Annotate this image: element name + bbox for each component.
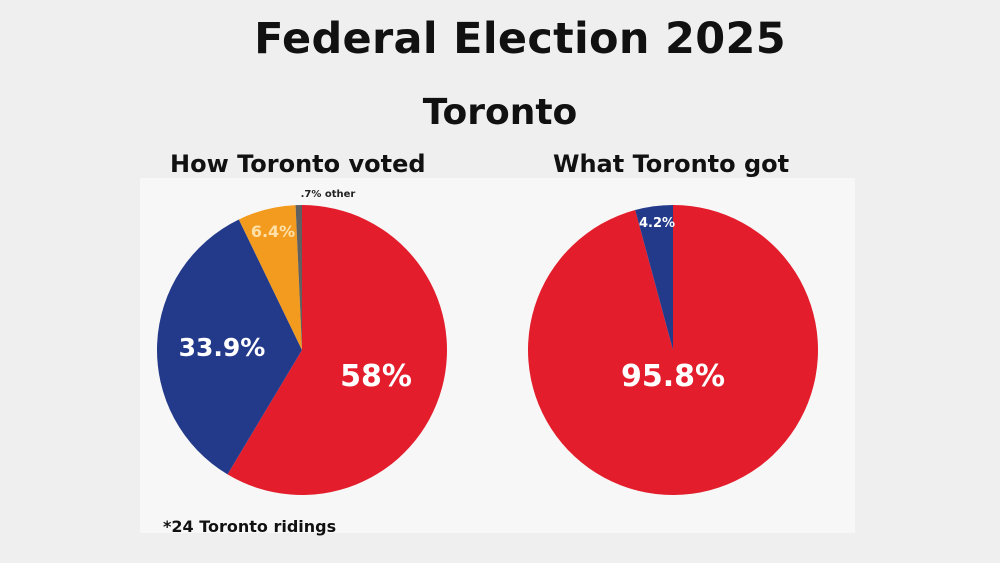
- chart-title-right: What Toronto got: [553, 150, 790, 178]
- pie-how-toronto-voted: 58% 33.9% 6.4% .7% other: [156, 189, 447, 495]
- pie-slice: [295, 204, 302, 350]
- page-subtitle: Toronto: [422, 92, 578, 133]
- pie-slice-label: 4.2%: [639, 216, 675, 231]
- page-title: Federal Election 2025: [254, 14, 786, 64]
- pie-slice: [528, 205, 819, 495]
- pie-slice: [238, 205, 302, 350]
- footnote: *24 Toronto ridings: [163, 517, 337, 536]
- pie-slice-label: 6.4%: [251, 222, 295, 241]
- pie-what-toronto-got: 95.8% 4.2%: [528, 205, 819, 495]
- chart-title-left: How Toronto voted: [170, 150, 426, 178]
- pie-slice-label: 58%: [340, 359, 412, 394]
- pie-slice: [635, 205, 673, 350]
- pie-slice-label: .7% other: [301, 189, 356, 200]
- pie-slice-label: 33.9%: [179, 333, 266, 362]
- pie-slice-label: 95.8%: [621, 359, 725, 394]
- pie-slice: [156, 219, 302, 475]
- pie-slice: [227, 205, 447, 495]
